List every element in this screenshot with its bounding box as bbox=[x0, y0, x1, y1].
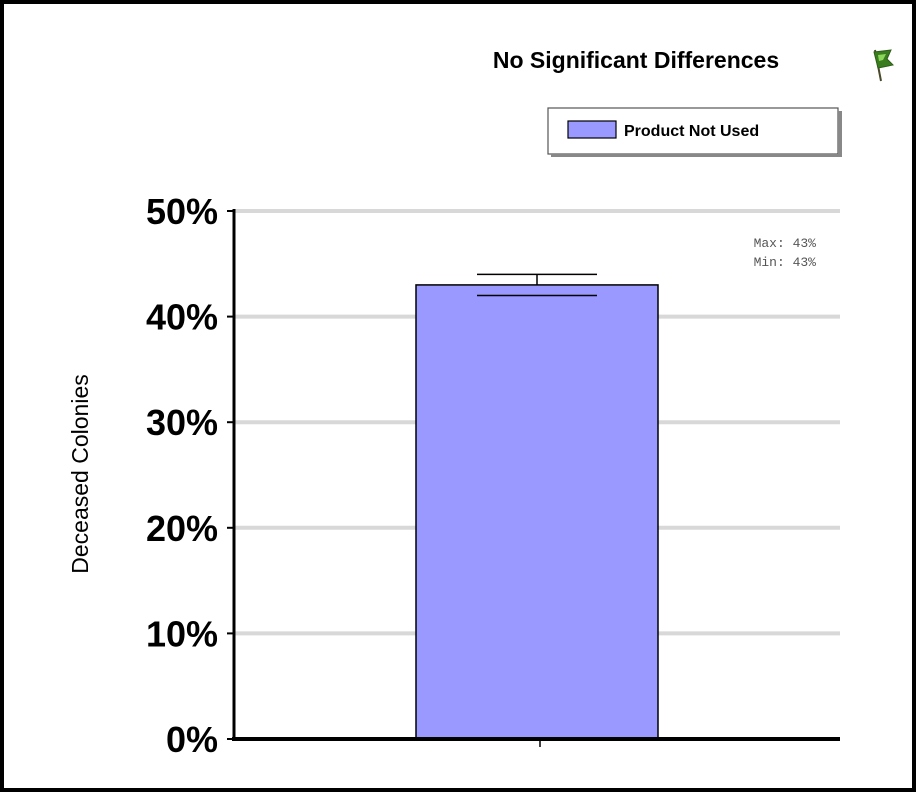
y-axis-label: Deceased Colonies bbox=[67, 374, 93, 573]
legend-label: Product Not Used bbox=[624, 123, 759, 140]
error-bars bbox=[477, 273, 597, 297]
legend: Product Not Used bbox=[547, 107, 842, 157]
y-tick-labels: 0% 10% 20% 30% 40% 50% bbox=[146, 191, 218, 760]
y-tick-label: 50% bbox=[146, 191, 218, 232]
bars bbox=[415, 284, 659, 740]
legend-shadow-right bbox=[838, 111, 842, 157]
flag-icon[interactable] bbox=[873, 49, 895, 82]
legend-shadow-bottom bbox=[551, 154, 842, 157]
y-tick-label: 20% bbox=[146, 508, 218, 549]
y-tick-label: 0% bbox=[166, 719, 218, 760]
min-annotation: Min: 43% bbox=[754, 255, 817, 270]
max-annotation: Max: 43% bbox=[754, 236, 817, 251]
bar bbox=[415, 284, 659, 740]
y-tick-label: 30% bbox=[146, 402, 218, 443]
chart-title: No Significant Differences bbox=[493, 47, 779, 73]
chart-canvas: No Significant Differences Product Not U… bbox=[67, 47, 895, 760]
y-tick-label: 40% bbox=[146, 297, 218, 338]
legend-swatch bbox=[567, 120, 617, 139]
y-tick-label: 10% bbox=[146, 613, 218, 654]
